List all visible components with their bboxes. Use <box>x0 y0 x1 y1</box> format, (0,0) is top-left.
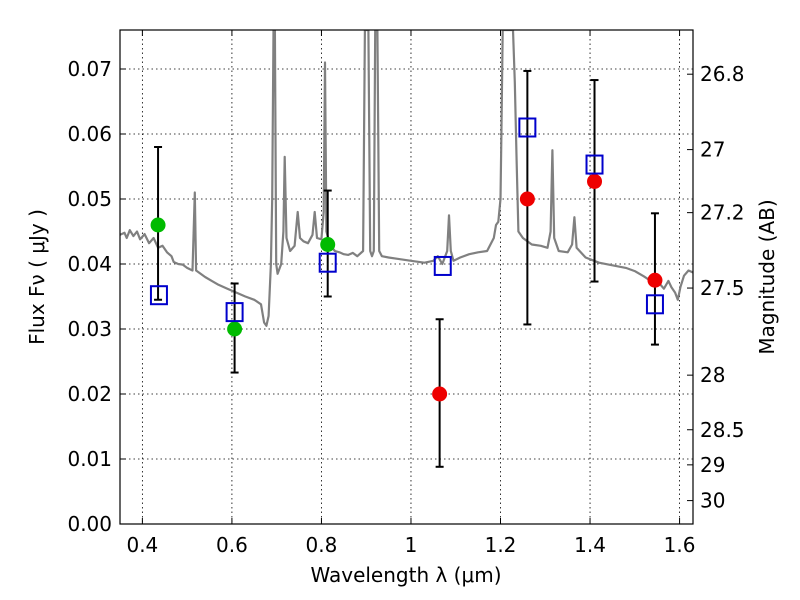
y-tick-label: 0.00 <box>67 512 112 536</box>
right-tick-label: 27 <box>700 138 725 162</box>
green-data-point <box>150 217 166 233</box>
x-tick-label: 0.4 <box>126 533 158 557</box>
y-tick-label: 0.01 <box>67 447 112 471</box>
model-photometry-square <box>585 154 604 175</box>
model-photometry-square <box>433 255 452 276</box>
y-axis-ticks: 0.00 0.01 0.02 0.03 0.04 0.05 0.06 0.07 <box>67 57 126 536</box>
green-data-point <box>320 237 336 252</box>
y-tick-label: 0.05 <box>67 187 112 211</box>
data-markers <box>149 117 664 402</box>
y-tick-label: 0.07 <box>67 57 112 81</box>
right-tick-label: 30 <box>700 489 725 513</box>
x-axis-label: Wavelength λ (μm) <box>310 563 501 587</box>
model-spectrum-layer <box>120 30 693 327</box>
right-tick-label: 28 <box>700 363 725 387</box>
x-tick-label: 0.6 <box>216 533 248 557</box>
x-tick-label: 1 <box>405 533 418 557</box>
y-tick-label: 0.04 <box>67 252 112 276</box>
green-data-point <box>227 321 243 337</box>
red-data-point <box>647 272 663 288</box>
model-photometry-square <box>149 285 168 306</box>
model-photometry-square <box>645 294 664 315</box>
right-tick-label: 29 <box>700 453 725 477</box>
right-tick-label: 26.8 <box>700 62 745 86</box>
model-photometry-square <box>518 117 537 138</box>
y-tick-label: 0.03 <box>67 317 112 341</box>
plot-frame <box>119 29 694 525</box>
red-data-point <box>432 386 448 402</box>
red-data-point <box>519 191 535 207</box>
model-photometry-square <box>225 302 244 323</box>
model-photometry-square <box>318 252 337 273</box>
right-axis-label: Magnitude (AB) <box>755 199 779 354</box>
x-tick-label: 1.4 <box>574 533 606 557</box>
error-bars <box>154 69 659 468</box>
x-tick-label: 1.2 <box>485 533 517 557</box>
y-axis-label: Flux Fν ( μJy ) <box>25 209 49 345</box>
red-data-point <box>587 173 603 189</box>
right-tick-label: 28.5 <box>700 418 745 442</box>
grid-lines <box>120 30 693 524</box>
y-tick-label: 0.02 <box>67 382 112 406</box>
right-tick-label: 27.2 <box>700 201 745 225</box>
x-axis-ticks: 0.4 0.6 0.8 1 1.2 1.4 1.6 <box>126 30 695 557</box>
y-tick-label: 0.06 <box>67 122 112 146</box>
right-axis-ticks: 26.8 27 27.2 27.5 28 28.5 29 30 <box>687 62 745 513</box>
x-tick-label: 0.8 <box>306 533 338 557</box>
model-spectrum-line <box>120 30 693 327</box>
right-tick-label: 27.5 <box>700 276 745 300</box>
x-tick-label: 1.6 <box>664 533 696 557</box>
